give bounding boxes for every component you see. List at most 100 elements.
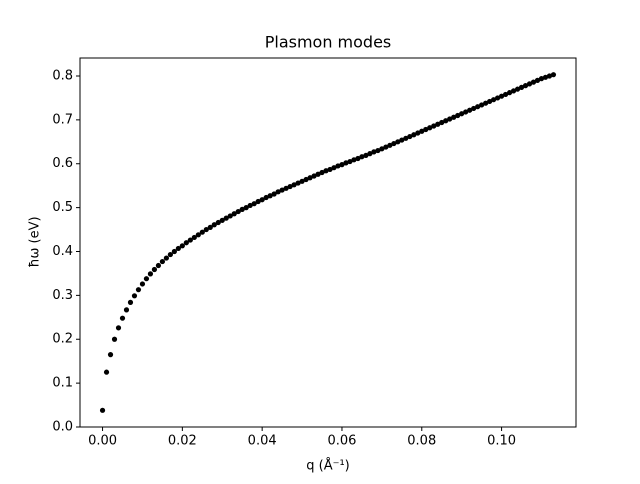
point <box>363 152 369 159</box>
point <box>415 130 421 136</box>
y-tick-label: 0.6 <box>52 156 73 171</box>
point <box>199 229 205 235</box>
point <box>263 194 269 201</box>
point <box>391 140 397 147</box>
point <box>243 205 249 211</box>
point <box>163 255 169 261</box>
point <box>287 183 293 190</box>
point <box>219 217 225 223</box>
point <box>459 111 465 117</box>
y-tick-label: 0.5 <box>52 200 73 215</box>
point <box>111 336 118 342</box>
point <box>419 128 425 134</box>
x-tick-label: 0.04 <box>248 434 277 449</box>
point <box>299 178 305 184</box>
point <box>487 98 493 105</box>
point <box>107 352 114 358</box>
point <box>514 86 521 92</box>
point <box>439 119 445 126</box>
point <box>139 281 146 287</box>
point <box>175 245 181 252</box>
y-axis-label: ħω (eV) <box>28 216 43 267</box>
point <box>155 262 162 269</box>
point <box>455 112 461 119</box>
point <box>494 95 501 101</box>
point <box>323 168 329 174</box>
point <box>379 146 385 152</box>
point <box>215 219 221 226</box>
point <box>339 162 345 168</box>
y-tick-label: 0.1 <box>52 376 73 391</box>
point <box>187 237 193 243</box>
point <box>451 114 457 120</box>
point <box>443 118 449 124</box>
point <box>407 133 413 140</box>
point <box>399 137 405 143</box>
point <box>526 81 533 87</box>
x-tick-label: 0.00 <box>88 434 117 449</box>
point <box>295 180 301 186</box>
point <box>522 83 529 89</box>
point <box>343 160 349 166</box>
point <box>447 116 453 122</box>
point <box>327 166 333 173</box>
y-tick-label: 0.4 <box>52 244 73 259</box>
chart-title: Plasmon modes <box>265 33 392 52</box>
point <box>475 104 481 110</box>
point <box>331 165 337 171</box>
point <box>291 182 297 188</box>
point <box>131 293 138 299</box>
point <box>271 191 277 197</box>
y-tick-label: 0.8 <box>52 68 73 83</box>
point <box>303 176 309 183</box>
point <box>239 206 245 212</box>
point <box>119 315 126 321</box>
point <box>367 151 373 157</box>
point <box>99 407 106 413</box>
point <box>147 271 154 277</box>
point <box>307 175 313 181</box>
point <box>435 121 441 127</box>
point <box>247 202 253 209</box>
point <box>351 157 357 163</box>
point <box>423 126 429 133</box>
point <box>207 224 213 230</box>
point <box>502 91 509 98</box>
point <box>483 100 489 106</box>
x-tick-label: 0.10 <box>487 434 516 449</box>
point <box>530 79 537 85</box>
point <box>431 123 437 129</box>
point <box>510 88 517 94</box>
point <box>387 142 393 148</box>
point <box>151 266 158 273</box>
point <box>255 198 261 205</box>
point <box>315 171 321 177</box>
point <box>227 213 233 219</box>
point <box>231 211 237 217</box>
point <box>159 258 166 265</box>
point <box>383 144 389 150</box>
point <box>506 90 513 96</box>
point <box>195 232 201 238</box>
point <box>427 125 433 131</box>
point <box>123 307 130 313</box>
point <box>471 105 477 112</box>
point <box>518 84 525 90</box>
point <box>371 149 377 155</box>
point <box>319 169 325 176</box>
point <box>275 189 281 195</box>
y-tick-label: 0.2 <box>52 332 73 347</box>
point <box>498 93 505 99</box>
point <box>167 251 173 258</box>
point <box>403 135 409 141</box>
point <box>542 74 549 80</box>
point <box>135 287 142 293</box>
point <box>115 325 122 331</box>
point <box>359 154 365 160</box>
point <box>171 248 177 255</box>
point <box>550 72 557 78</box>
x-tick-label: 0.08 <box>407 434 436 449</box>
point <box>235 208 241 215</box>
y-tick-label: 0.7 <box>52 112 73 127</box>
